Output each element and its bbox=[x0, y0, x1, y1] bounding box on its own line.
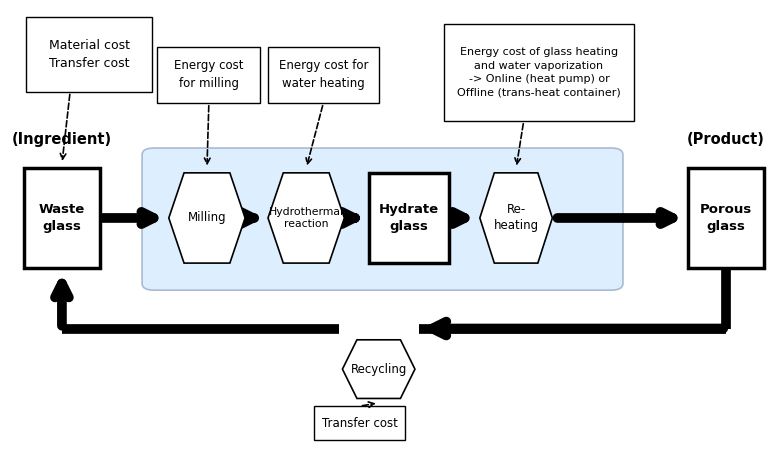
FancyBboxPatch shape bbox=[24, 168, 100, 267]
FancyBboxPatch shape bbox=[157, 46, 260, 103]
FancyBboxPatch shape bbox=[26, 17, 152, 92]
Text: Recycling: Recycling bbox=[350, 363, 407, 375]
Text: (Product): (Product) bbox=[687, 132, 765, 147]
Text: Hydrothermal
reaction: Hydrothermal reaction bbox=[269, 207, 343, 229]
Text: Energy cost for
water heating: Energy cost for water heating bbox=[279, 59, 368, 90]
FancyBboxPatch shape bbox=[314, 406, 406, 440]
Text: Energy cost
for milling: Energy cost for milling bbox=[174, 59, 244, 90]
Text: Re-
heating: Re- heating bbox=[493, 203, 538, 232]
FancyBboxPatch shape bbox=[688, 168, 764, 267]
FancyBboxPatch shape bbox=[444, 24, 634, 121]
Polygon shape bbox=[268, 173, 344, 263]
Text: (Ingredient): (Ingredient) bbox=[12, 132, 112, 147]
Text: Energy cost of glass heating
and water vaporization
-> Online (heat pump) or
Off: Energy cost of glass heating and water v… bbox=[457, 47, 621, 98]
Polygon shape bbox=[343, 340, 415, 399]
Text: Milling: Milling bbox=[187, 212, 226, 224]
Text: Material cost
Transfer cost: Material cost Transfer cost bbox=[48, 39, 130, 69]
Text: Hydrate
glass: Hydrate glass bbox=[379, 203, 439, 233]
FancyBboxPatch shape bbox=[369, 173, 449, 263]
Polygon shape bbox=[169, 173, 245, 263]
FancyBboxPatch shape bbox=[142, 148, 623, 290]
Text: Transfer cost: Transfer cost bbox=[322, 417, 398, 429]
Polygon shape bbox=[480, 173, 552, 263]
Text: Waste
glass: Waste glass bbox=[39, 203, 85, 233]
FancyBboxPatch shape bbox=[268, 46, 378, 103]
Text: Porous
glass: Porous glass bbox=[700, 203, 752, 233]
